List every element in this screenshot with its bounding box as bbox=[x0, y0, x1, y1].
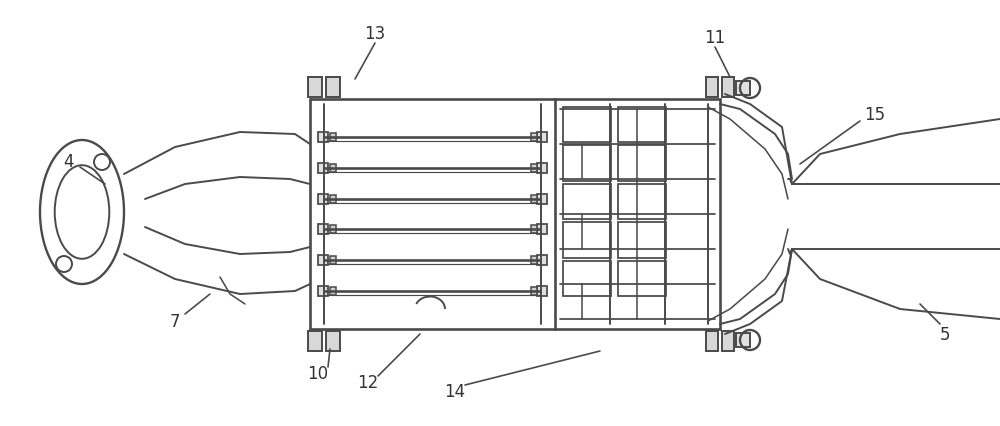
Bar bbox=[736, 333, 750, 347]
Bar bbox=[318, 225, 328, 235]
Bar bbox=[531, 134, 537, 142]
Bar bbox=[537, 225, 547, 235]
Text: 15: 15 bbox=[864, 106, 886, 124]
Bar bbox=[618, 261, 666, 296]
Bar bbox=[318, 286, 328, 296]
Bar bbox=[618, 184, 666, 220]
Bar bbox=[618, 223, 666, 258]
Bar bbox=[531, 164, 537, 173]
Bar bbox=[722, 78, 734, 98]
Bar bbox=[563, 261, 611, 296]
Text: 13: 13 bbox=[364, 25, 386, 43]
Text: 12: 12 bbox=[357, 373, 379, 391]
Bar bbox=[537, 132, 547, 143]
Bar bbox=[318, 164, 328, 173]
Bar bbox=[326, 331, 340, 351]
Bar bbox=[722, 331, 734, 351]
Bar bbox=[330, 287, 336, 295]
Bar bbox=[618, 108, 666, 143]
Bar bbox=[537, 164, 547, 173]
Bar bbox=[308, 78, 322, 98]
Text: 5: 5 bbox=[940, 325, 950, 343]
Bar bbox=[706, 78, 718, 98]
Bar bbox=[330, 195, 336, 203]
Text: 14: 14 bbox=[444, 382, 466, 400]
Bar bbox=[318, 256, 328, 265]
Bar bbox=[531, 287, 537, 295]
Text: 11: 11 bbox=[704, 29, 726, 47]
Bar bbox=[308, 331, 322, 351]
Bar bbox=[537, 194, 547, 204]
Bar bbox=[326, 78, 340, 98]
Bar bbox=[537, 256, 547, 265]
Bar bbox=[531, 226, 537, 234]
Bar bbox=[537, 286, 547, 296]
Bar bbox=[330, 134, 336, 142]
Bar bbox=[531, 195, 537, 203]
Bar bbox=[563, 108, 611, 143]
Bar bbox=[736, 82, 750, 96]
Bar bbox=[618, 146, 666, 181]
Bar bbox=[318, 194, 328, 204]
Bar bbox=[563, 184, 611, 220]
Bar bbox=[330, 256, 336, 265]
Bar bbox=[706, 331, 718, 351]
Bar bbox=[531, 256, 537, 265]
Text: 4: 4 bbox=[63, 153, 73, 170]
Bar bbox=[563, 146, 611, 181]
Bar bbox=[563, 223, 611, 258]
Bar bbox=[318, 132, 328, 143]
Bar bbox=[330, 226, 336, 234]
Text: 7: 7 bbox=[170, 312, 180, 330]
Bar bbox=[330, 164, 336, 173]
Text: 10: 10 bbox=[307, 364, 329, 382]
